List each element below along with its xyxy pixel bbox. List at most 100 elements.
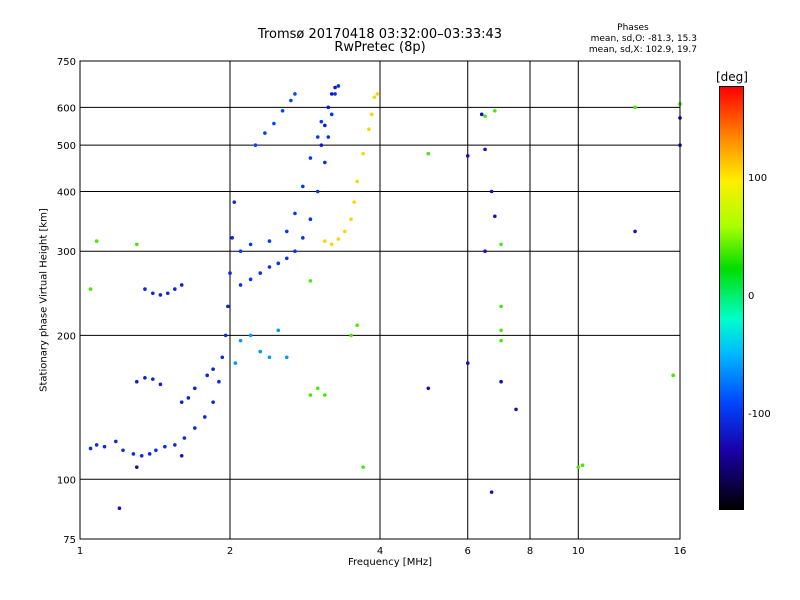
- data-point: [220, 355, 225, 360]
- data-point: [267, 239, 272, 243]
- data-point: [94, 443, 99, 447]
- phases-title: Phases: [617, 23, 649, 33]
- data-point: [499, 242, 503, 247]
- x-tick-label: 1: [77, 546, 83, 557]
- data-point: [233, 361, 238, 365]
- x-tick-label: 8: [527, 546, 533, 557]
- x-tick-label: 16: [674, 546, 687, 557]
- data-point: [121, 448, 125, 453]
- y-tick-label: 750: [57, 57, 76, 68]
- colorbar-title: [deg]: [716, 70, 748, 84]
- data-point: [671, 373, 675, 378]
- data-point: [372, 95, 377, 99]
- data-point: [301, 236, 305, 240]
- data-point: [499, 379, 503, 384]
- data-point: [355, 179, 359, 184]
- data-point: [193, 426, 197, 430]
- data-point: [238, 283, 243, 287]
- chart-subtitle: RwPretec (8p): [334, 40, 426, 55]
- y-tick-label: 75: [63, 535, 76, 546]
- data-point: [349, 333, 353, 338]
- data-point: [211, 367, 215, 371]
- colorbar-tick-label: -100: [748, 408, 771, 420]
- data-point: [483, 114, 487, 118]
- data-point: [179, 283, 184, 287]
- data-point: [165, 291, 170, 296]
- data-point: [493, 214, 497, 219]
- data-point: [151, 291, 155, 296]
- colorbar-tick-label: 0: [748, 291, 755, 302]
- data-point: [248, 277, 253, 282]
- data-point: [349, 217, 353, 222]
- data-point: [489, 490, 494, 494]
- data-point: [369, 112, 374, 117]
- x-tick-label: 10: [572, 546, 585, 557]
- data-point: [179, 400, 184, 404]
- data-point: [223, 333, 228, 338]
- data-point: [361, 465, 365, 469]
- data-point: [253, 143, 258, 147]
- data-point: [426, 386, 431, 391]
- data-point: [131, 452, 136, 456]
- data-point: [315, 189, 320, 194]
- data-point: [94, 239, 99, 243]
- data-point: [355, 323, 359, 328]
- data-point: [102, 444, 107, 449]
- data-point: [323, 123, 327, 128]
- data-point: [329, 112, 334, 117]
- data-point: [633, 229, 637, 234]
- data-point: [186, 396, 191, 400]
- data-point: [211, 400, 215, 404]
- plot-frame: [79, 60, 681, 540]
- x-axis-label: Frequency [MHz]: [347, 557, 433, 568]
- data-point: [326, 105, 331, 110]
- data-point: [258, 349, 263, 354]
- stats-o-mode: mean, sd,O: -81.3, 15.3: [590, 34, 697, 44]
- data-point: [284, 256, 289, 261]
- data-point: [336, 84, 341, 88]
- data-point: [154, 448, 158, 453]
- data-point: [284, 229, 289, 234]
- data-point: [319, 119, 324, 124]
- data-point: [114, 439, 118, 444]
- data-points: [88, 84, 682, 510]
- data-point: [361, 151, 365, 156]
- data-point: [343, 229, 347, 234]
- phase-colorbar: [719, 86, 744, 510]
- data-point: [276, 261, 281, 266]
- data-point: [293, 211, 297, 216]
- data-point: [232, 200, 237, 204]
- data-point: [336, 237, 341, 241]
- data-point: [465, 154, 470, 158]
- data-point: [88, 446, 93, 451]
- data-point: [293, 92, 297, 96]
- data-point: [580, 463, 585, 468]
- data-point: [315, 386, 320, 391]
- data-point: [315, 135, 320, 139]
- data-point: [158, 382, 163, 387]
- data-point: [308, 279, 313, 283]
- data-point: [493, 109, 497, 113]
- data-point: [514, 407, 518, 412]
- data-point: [173, 443, 177, 447]
- data-point: [163, 444, 167, 449]
- data-point: [633, 105, 637, 110]
- data-point: [308, 217, 313, 222]
- y-tick-label: 500: [57, 141, 76, 152]
- y-tick-label: 600: [57, 103, 76, 114]
- data-point: [333, 92, 337, 96]
- data-point: [352, 200, 356, 204]
- axis-ticks: 1 2 4 6 8 10 16 75 100 200 300 400 500 600 750: [57, 57, 686, 557]
- data-point: [248, 333, 253, 338]
- data-point: [329, 92, 334, 96]
- data-point: [499, 304, 503, 309]
- data-point: [479, 112, 484, 117]
- data-point: [308, 393, 313, 397]
- data-point: [263, 131, 267, 135]
- x-tick-label: 6: [465, 546, 471, 557]
- data-point: [465, 361, 470, 365]
- stats-x-mode: mean, sd,X: 102.9, 19.7: [588, 45, 697, 55]
- data-point: [483, 249, 487, 254]
- data-point: [179, 453, 184, 458]
